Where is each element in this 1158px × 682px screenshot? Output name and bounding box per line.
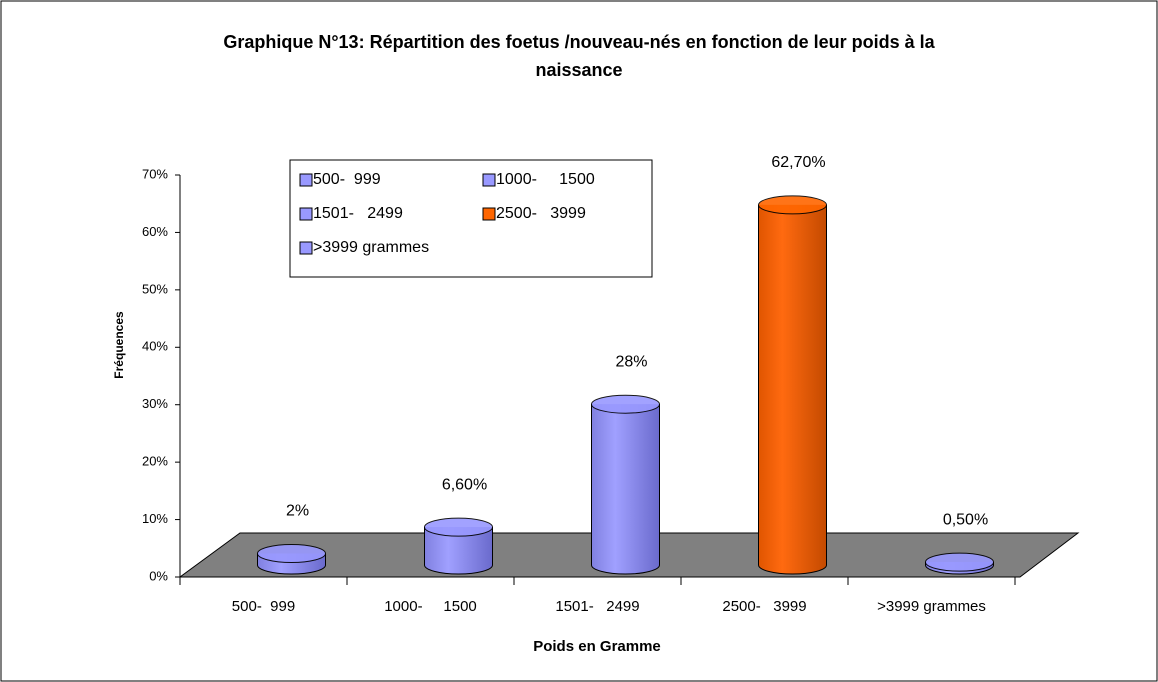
legend-box <box>289 159 653 278</box>
y-tick-label: 60% <box>142 224 168 239</box>
x-tick-label: 500- 999 <box>232 598 295 615</box>
legend-label: 1000- 1500 <box>496 171 595 188</box>
y-tick-label: 50% <box>142 281 168 296</box>
cylinder <box>591 394 660 575</box>
y-axis-label: Fréquences <box>112 311 126 379</box>
cylinder <box>925 552 994 575</box>
legend-swatch <box>482 207 496 221</box>
cylinder <box>758 195 827 575</box>
x-tick-label: >3999 grammes <box>877 598 986 615</box>
cylinder <box>424 517 493 575</box>
value-label: 2% <box>286 503 309 520</box>
bar-top <box>424 517 493 537</box>
bar-top <box>257 544 326 564</box>
x-axis-label: Poids en Gramme <box>533 638 661 655</box>
bar <box>591 404 660 565</box>
legend-label: 500- 999 <box>313 171 381 188</box>
cylinder <box>257 544 326 575</box>
y-tick-label: 10% <box>142 511 168 526</box>
y-tick-label: 0% <box>149 568 168 583</box>
bar <box>758 204 827 565</box>
chart-title: Graphique N°13: Répartition des foetus /… <box>223 32 935 80</box>
legend-swatch <box>299 173 313 187</box>
y-tick-label: 30% <box>142 396 168 411</box>
x-tick-label: 1501- 2499 <box>555 598 639 615</box>
legend-label: >3999 grammes <box>313 239 429 256</box>
legend: 500- 999 1000- 1500 1501- 2499 2500- 3999 >3… <box>289 159 653 278</box>
bar-top <box>925 552 994 572</box>
bar-top <box>758 195 827 215</box>
legend-swatch <box>482 173 496 187</box>
legend-label: 2500- 3999 <box>496 205 586 222</box>
x-tick-label: 2500- 3999 <box>722 598 806 615</box>
value-label: 6,60% <box>442 476 487 493</box>
legend-swatch <box>299 207 313 221</box>
value-label: 62,70% <box>771 154 825 171</box>
bar-top <box>591 394 660 414</box>
value-label: 0,50% <box>943 511 988 528</box>
legend-label: 1501- 2499 <box>313 205 403 222</box>
y-tick-label: 70% <box>142 166 168 181</box>
y-tick-label: 40% <box>142 339 168 354</box>
value-label: 28% <box>615 353 647 370</box>
x-tick-label: 1000- 1500 <box>384 598 477 615</box>
y-tick-label: 20% <box>142 454 168 469</box>
legend-swatch <box>299 241 313 255</box>
